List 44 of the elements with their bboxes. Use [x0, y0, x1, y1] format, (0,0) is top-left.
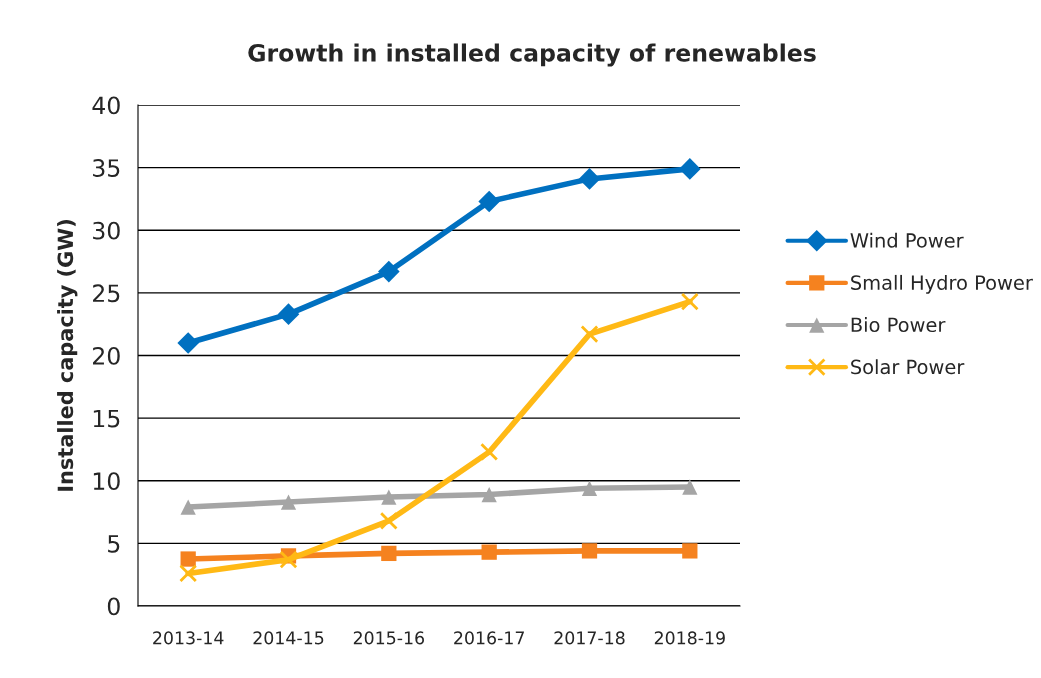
- point: [180, 499, 196, 515]
- legend-label: Bio Power: [851, 317, 946, 333]
- point: [177, 332, 199, 354]
- point: [381, 489, 397, 505]
- point: [581, 543, 598, 559]
- point: [379, 511, 398, 530]
- point: [179, 564, 198, 583]
- chart-title: Growth in installed capacity of renewables: [248, 43, 816, 67]
- point: [680, 292, 699, 311]
- point: [578, 168, 601, 190]
- point: [679, 158, 701, 180]
- y-tick-label: 0: [107, 597, 120, 616]
- y-axis-title: Installed capacity (GW): [57, 220, 78, 491]
- point: [480, 442, 499, 461]
- point: [378, 260, 400, 283]
- point: [279, 550, 298, 569]
- y-tick-label: 35: [93, 159, 120, 177]
- point: [277, 303, 300, 325]
- x-tick-label: 2013-14: [153, 631, 224, 645]
- point: [581, 480, 598, 496]
- point: [180, 551, 196, 567]
- x-tick-label: 2014-15: [253, 631, 324, 645]
- point: [682, 543, 698, 559]
- point: [682, 479, 698, 495]
- legend-label: Small Hydro Power: [851, 274, 1033, 294]
- x-tick-label: 2015-16: [353, 631, 425, 645]
- point: [280, 494, 297, 510]
- y-tick-label: 25: [93, 284, 120, 303]
- y-tick-label: 15: [93, 409, 120, 428]
- point: [478, 190, 500, 213]
- point: [381, 545, 397, 562]
- x-tick-label: 2016-17: [454, 631, 524, 645]
- x-tick-label: 2018-19: [654, 631, 725, 645]
- y-tick-label: 10: [93, 472, 120, 491]
- y-tick-label: 20: [93, 346, 120, 365]
- y-tick-label: 30: [93, 221, 120, 240]
- x-tick-label: 2017-18: [554, 631, 625, 645]
- point: [481, 486, 497, 503]
- y-tick-label: 40: [92, 96, 120, 115]
- y-tick-label: 5: [108, 535, 120, 553]
- legend-label: Wind Power: [850, 232, 964, 248]
- point: [580, 325, 599, 344]
- point: [481, 544, 497, 560]
- legend-label: Solar Power: [851, 359, 965, 375]
